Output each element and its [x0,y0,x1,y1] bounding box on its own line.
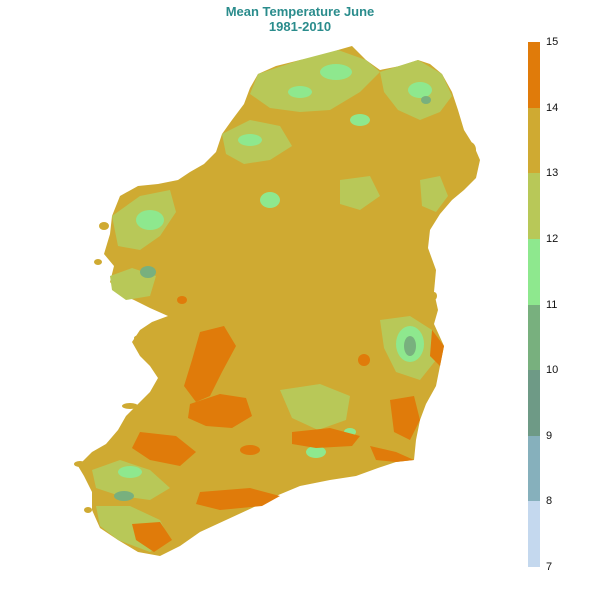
legend-tick-label: 11 [546,298,558,311]
mountain-areas [114,64,432,501]
legend-swatch [528,501,540,567]
legend-tick-label: 15 [546,36,559,48]
legend-tick-label: 7 [546,561,553,573]
legend-swatch [528,304,540,371]
legend-tick-label: 13 [546,167,559,180]
cool-upland-areas [92,50,452,552]
temperature-legend [528,42,540,567]
legend-tick-label: 12 [546,232,559,245]
legend-tick-label: 9 [546,429,553,442]
title-line-2: 1981-2010 [268,19,332,34]
legend-swatch [528,42,540,108]
title-line-1: Mean Temperature June [225,4,375,19]
warm-lowland-areas [132,296,444,552]
legend-swatch [528,107,540,174]
legend-swatch [528,238,540,305]
legend-tick-label: 14 [546,101,559,114]
legend-swatch [528,173,540,239]
map-title: Mean Temperature June 1981-2010 [0,4,600,34]
legend-swatch [528,370,540,436]
island-landmass [78,46,480,556]
offshore-islands [74,142,476,513]
legend-tick-label: 8 [546,495,553,508]
legend-swatch [528,435,540,502]
legend-tick-label: 10 [546,364,559,377]
